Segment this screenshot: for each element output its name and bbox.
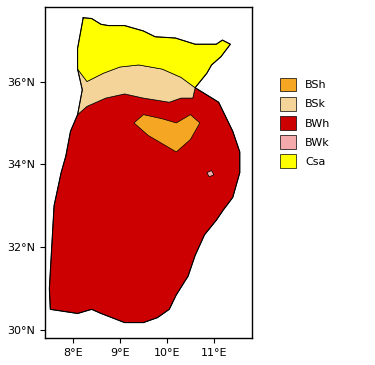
Polygon shape xyxy=(78,65,195,115)
Polygon shape xyxy=(134,115,200,152)
Polygon shape xyxy=(78,18,230,88)
Polygon shape xyxy=(50,88,240,323)
Legend: BSh, BSk, BWh, BWk, Csa: BSh, BSk, BWh, BWk, Csa xyxy=(278,76,333,170)
Polygon shape xyxy=(207,170,214,177)
